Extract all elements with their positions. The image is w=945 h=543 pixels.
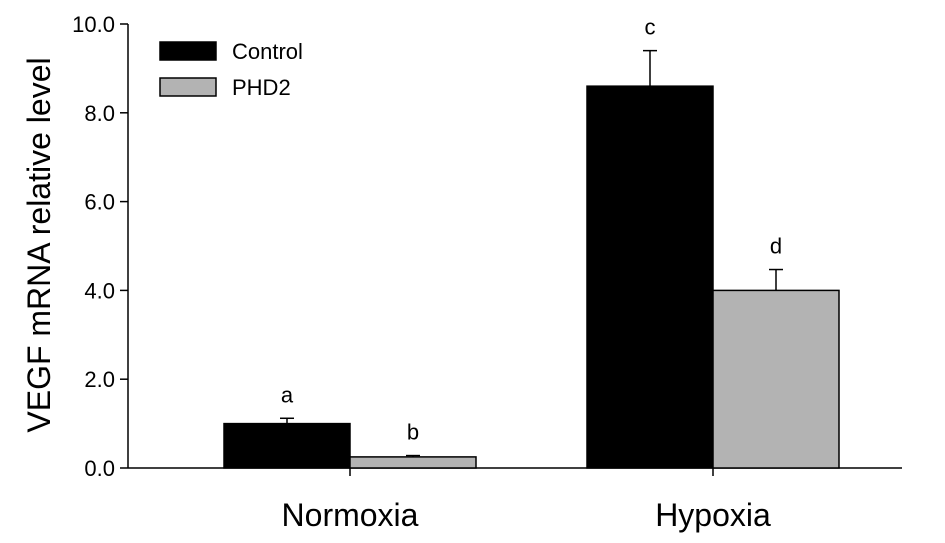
legend-swatch-phd2: [159, 77, 217, 97]
y-axis-title: VEGF mRNA relative level: [21, 57, 57, 432]
legend-swatch-control: [159, 41, 217, 61]
y-tick-label: 8.0: [84, 101, 115, 126]
significance-labels: a b c d: [281, 15, 782, 445]
bar-control-normoxia: [223, 422, 351, 469]
legend-label-control: Control: [232, 39, 303, 64]
y-tick-label: 0.0: [84, 456, 115, 481]
x-category-label: Normoxia: [282, 497, 419, 533]
significance-letter: b: [407, 420, 419, 445]
x-category-label: Hypoxia: [655, 497, 771, 533]
bar-phd2-hypoxia: [712, 289, 840, 469]
legend-label-phd2: PHD2: [232, 75, 291, 100]
error-bars: [280, 49, 783, 457]
bar-control-hypoxia: [586, 85, 714, 469]
bars: [223, 85, 840, 469]
y-tick-label: 4.0: [84, 278, 115, 303]
y-tick-label: 10.0: [72, 12, 115, 37]
axes: 0.0 2.0 4.0 6.0 8.0 10.0 Normoxia Hypoxia: [72, 12, 902, 533]
legend: Control PHD2: [159, 39, 303, 100]
significance-letter: d: [770, 234, 782, 259]
y-tick-label: 2.0: [84, 367, 115, 392]
bar-phd2-normoxia: [349, 456, 477, 469]
significance-letter: a: [281, 382, 294, 407]
significance-letter: c: [645, 15, 656, 40]
y-tick-label: 6.0: [84, 190, 115, 215]
